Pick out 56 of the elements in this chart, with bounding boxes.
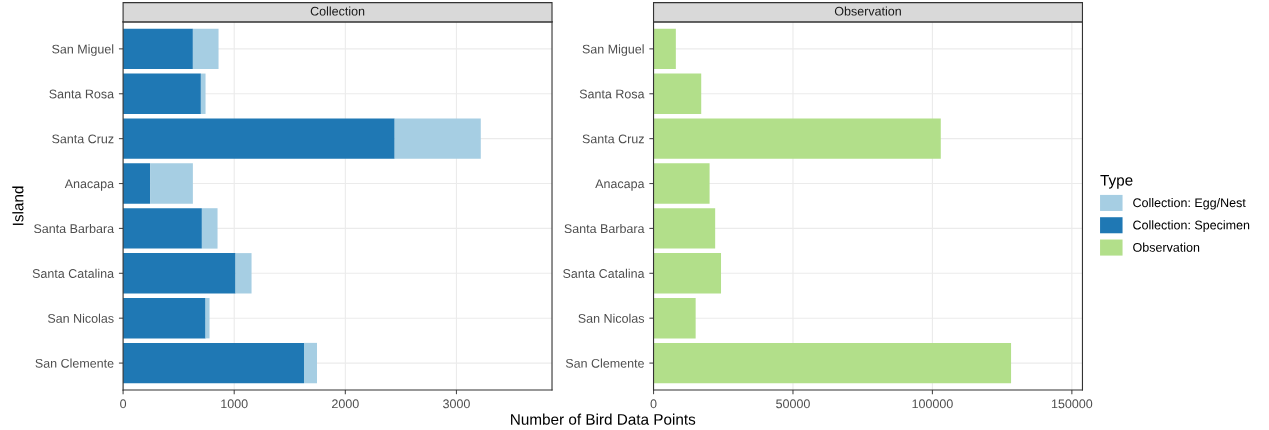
y-tick-label: San Clemente: [565, 358, 644, 368]
y-tick-label: Santa Rosa: [49, 89, 115, 99]
y-tick-label: Anacapa: [595, 179, 645, 191]
y-tick-label: Santa Barbara: [564, 223, 645, 234]
chart-title: Collection: [310, 6, 365, 16]
bar: [123, 73, 201, 114]
y-tick-label: Anacapa: [64, 179, 115, 191]
y-tick-label: San Nicolas: [47, 313, 114, 323]
y-tick-label: Santa Barbara: [34, 223, 115, 234]
legend-label: Collection: Egg/Nest: [1133, 197, 1246, 210]
bar: [123, 163, 151, 204]
bar: [123, 297, 206, 339]
y-tick-label: Santa Cruz: [582, 134, 644, 144]
y-tick-label: Santa Catalina: [32, 268, 115, 278]
x-tick-label: 2000: [332, 399, 359, 409]
bar: [235, 253, 252, 294]
x-tick-label: 100000: [912, 399, 953, 409]
x-tick-label: 0: [120, 399, 127, 409]
bar: [304, 342, 317, 384]
bar: [123, 342, 304, 384]
x-tick-label: 50000: [776, 399, 810, 409]
bar: [653, 118, 941, 159]
bar: [653, 342, 1012, 384]
bar: [653, 28, 676, 70]
bar: [653, 163, 710, 204]
bar: [192, 28, 219, 70]
bar: [123, 28, 193, 70]
bar: [653, 73, 702, 114]
legend-label: Observation: [1133, 242, 1200, 252]
y-tick-label: San Miguel: [582, 44, 644, 56]
bar: [200, 73, 206, 114]
bar: [201, 208, 218, 249]
legend-title: Type: [1100, 174, 1133, 189]
bar: [394, 118, 481, 159]
y-axis-title: Island: [12, 186, 24, 225]
bar: [150, 163, 193, 204]
bar: [205, 297, 210, 339]
y-tick-label: San Nicolas: [578, 313, 645, 323]
bar: [653, 208, 716, 249]
x-tick-label: 3000: [443, 399, 470, 409]
bar: [123, 253, 236, 294]
y-tick-label: Santa Catalina: [563, 268, 645, 278]
bar: [123, 118, 395, 159]
y-tick-label: San Clemente: [35, 358, 114, 368]
x-tick-label: 150000: [1051, 399, 1093, 409]
legend-label: Collection: Specimen: [1133, 220, 1250, 232]
bar: [653, 253, 722, 294]
x-tick-label: 0: [650, 399, 657, 409]
y-tick-label: Santa Rosa: [579, 89, 645, 99]
chart-title: Observation: [834, 6, 901, 16]
y-tick-label: Santa Cruz: [52, 134, 114, 144]
x-axis-title: Number of Bird Data Points: [511, 413, 696, 425]
x-tick-label: 1000: [221, 399, 248, 409]
y-tick-label: San Miguel: [52, 44, 114, 56]
bar: [123, 208, 202, 249]
bar: [653, 297, 696, 339]
